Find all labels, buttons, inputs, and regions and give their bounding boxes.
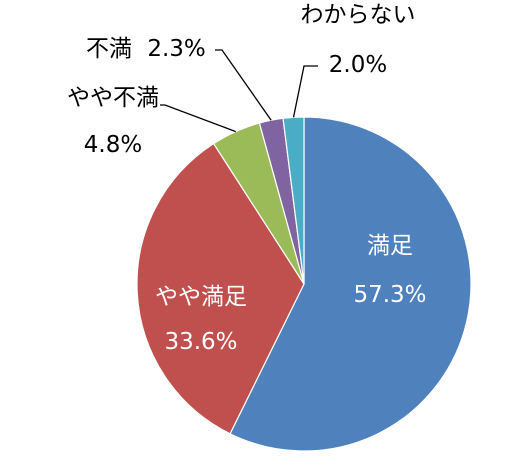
slice-somewhat-satisfied [136, 142, 305, 435]
slice-label-unknown-name: わからない [301, 2, 416, 28]
slice-label-dissatisfied-value: 2.3% [147, 36, 205, 62]
slice-unknown [282, 116, 305, 285]
slice-label-somewhat-satisfied-value: 33.6% [164, 329, 237, 355]
slice-label-somewhat-dissatisfied-value: 4.8% [84, 132, 142, 158]
slice-satisfied [229, 116, 472, 452]
slice-label-somewhat-dissatisfied-name: やや不満 [67, 85, 159, 111]
leader-line-dissatisfied [215, 49, 272, 121]
leader-lines-layer [160, 49, 318, 133]
slice-label-unknown-value: 2.0% [329, 52, 387, 78]
slice-label-somewhat-satisfied-name: やや満足 [155, 284, 247, 310]
leader-line-unknown [292, 65, 318, 118]
slice-label-satisfied-name: 満足 [367, 233, 413, 259]
slice-label-dissatisfied-name: 不満 [86, 36, 132, 62]
slice-label-dissatisfied: 不満 2.3% [86, 36, 206, 62]
slice-label-satisfied-value: 57.3% [353, 282, 426, 308]
labels-layer: 満足 57.3% やや満足 33.6% やや不満 4.8% 不満 2.3% わか… [67, 2, 427, 355]
leader-line-somewhat-dissatisfied [160, 104, 236, 133]
slices-layer [136, 116, 472, 452]
